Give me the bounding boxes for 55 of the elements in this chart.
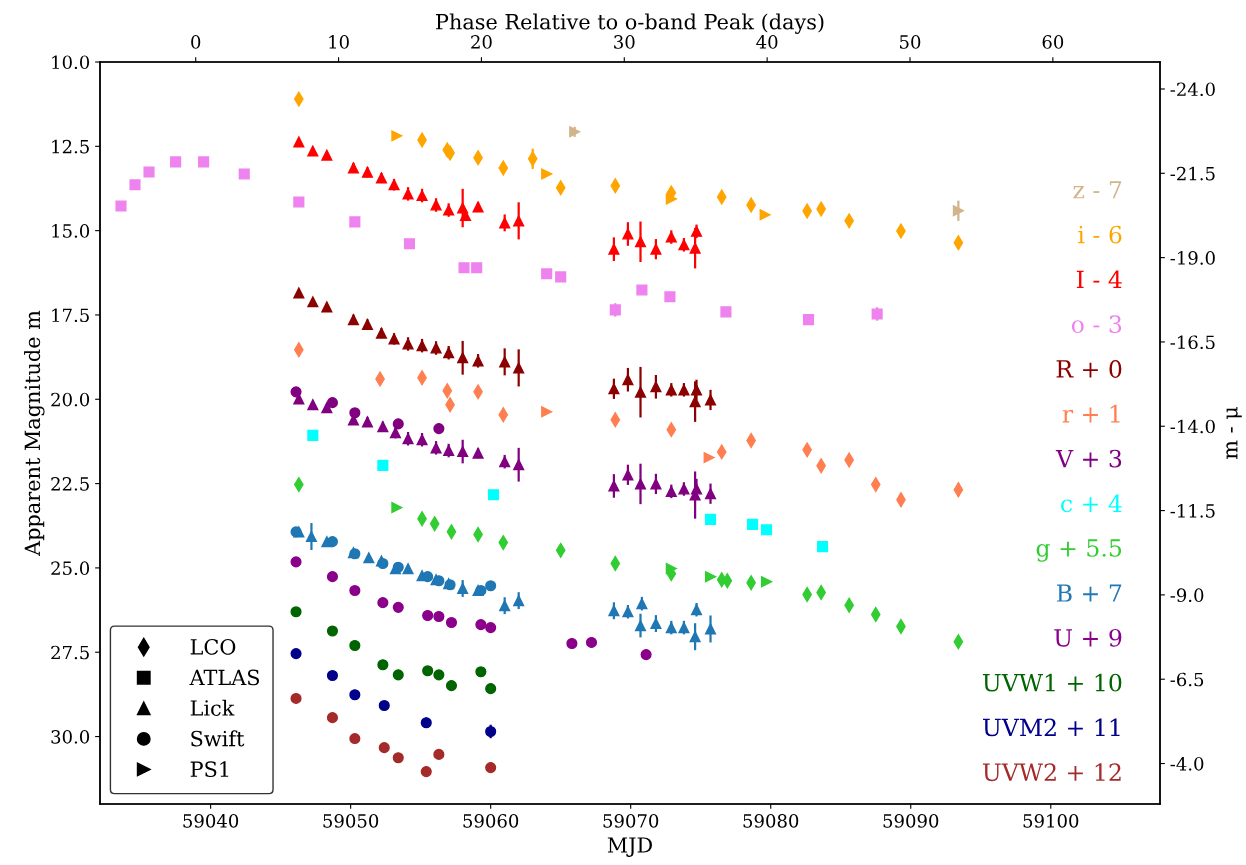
x-axis-title: MJD bbox=[607, 837, 652, 857]
x-tick-label: 59070 bbox=[603, 814, 659, 828]
y2-axis-title: m - μ bbox=[1226, 406, 1242, 460]
legend-label: ATLAS bbox=[189, 669, 260, 686]
text: o - 3 bbox=[1071, 315, 1122, 334]
x2-tick-label: 10 bbox=[329, 35, 349, 49]
text: V + 3 bbox=[1055, 449, 1122, 468]
y-tick-label: 12.5 bbox=[52, 139, 89, 154]
x2-tick-label: 60 bbox=[1042, 35, 1064, 49]
y2-tick-label: -11.5 bbox=[1170, 504, 1215, 518]
y2-tick-label: -16.5 bbox=[1170, 335, 1215, 350]
y-axis-title: Apparent Magnitude m bbox=[24, 310, 45, 557]
x2-tick-label: 40 bbox=[756, 35, 778, 49]
y-tick-label: 27.5 bbox=[51, 645, 89, 660]
text: z - 7 bbox=[1073, 181, 1122, 199]
text: UVW1 + 10 bbox=[982, 673, 1122, 692]
y2-tick-label: -24.0 bbox=[1170, 82, 1215, 97]
text: B + 7 bbox=[1057, 584, 1122, 602]
text: UVM2 + 11 bbox=[983, 718, 1120, 737]
y2-tick-label: -14.0 bbox=[1170, 419, 1215, 434]
y-tick-label: 17.5 bbox=[52, 308, 89, 323]
x2-axis-title: Phase Relative to o-band Peak (days) bbox=[436, 13, 824, 34]
y2-tick-label: -9.0 bbox=[1170, 588, 1204, 603]
y-tick-label: 10.0 bbox=[52, 55, 90, 70]
x-tick-label: 59100 bbox=[1023, 814, 1079, 828]
text: U + 9 bbox=[1054, 628, 1122, 647]
text: c + 4 bbox=[1061, 494, 1122, 513]
x-tick-label: 59050 bbox=[323, 814, 379, 828]
x-tick-label: 59040 bbox=[183, 814, 239, 828]
x2-tick-label: 50 bbox=[900, 35, 921, 49]
y-tick-label: 15.0 bbox=[52, 224, 90, 238]
legend-label: Swift bbox=[191, 730, 245, 747]
text: UVW2 + 12 bbox=[982, 763, 1121, 782]
x2-tick-label: 30 bbox=[614, 35, 635, 49]
y2-tick-label: -19.0 bbox=[1170, 251, 1215, 265]
text: g + 5.5 bbox=[1036, 539, 1122, 562]
y-tick-label: 30.0 bbox=[51, 730, 90, 744]
text: i - 6 bbox=[1078, 225, 1122, 244]
legend-label: LCO bbox=[190, 638, 236, 655]
text: I - 4 bbox=[1076, 270, 1122, 288]
y-tick-label: 20.0 bbox=[51, 392, 90, 407]
text: r + 1 bbox=[1062, 404, 1120, 423]
x-tick-label: 59060 bbox=[463, 814, 519, 828]
y2-tick-label: -21.5 bbox=[1170, 166, 1215, 181]
text: R + 0 bbox=[1056, 360, 1122, 378]
y-tick-label: 22.5 bbox=[51, 477, 89, 491]
legend-label: Lick bbox=[190, 699, 235, 716]
x-tick-label: 59080 bbox=[743, 814, 799, 828]
x2-tick-label: 0 bbox=[191, 35, 201, 49]
x-tick-label: 59090 bbox=[883, 814, 939, 828]
legend-label: PS1 bbox=[190, 761, 229, 778]
x2-tick-label: 20 bbox=[471, 35, 492, 49]
y-tick-label: 25.0 bbox=[51, 561, 90, 576]
y2-tick-label: -6.5 bbox=[1170, 672, 1204, 687]
y2-tick-label: -4.0 bbox=[1170, 756, 1204, 771]
